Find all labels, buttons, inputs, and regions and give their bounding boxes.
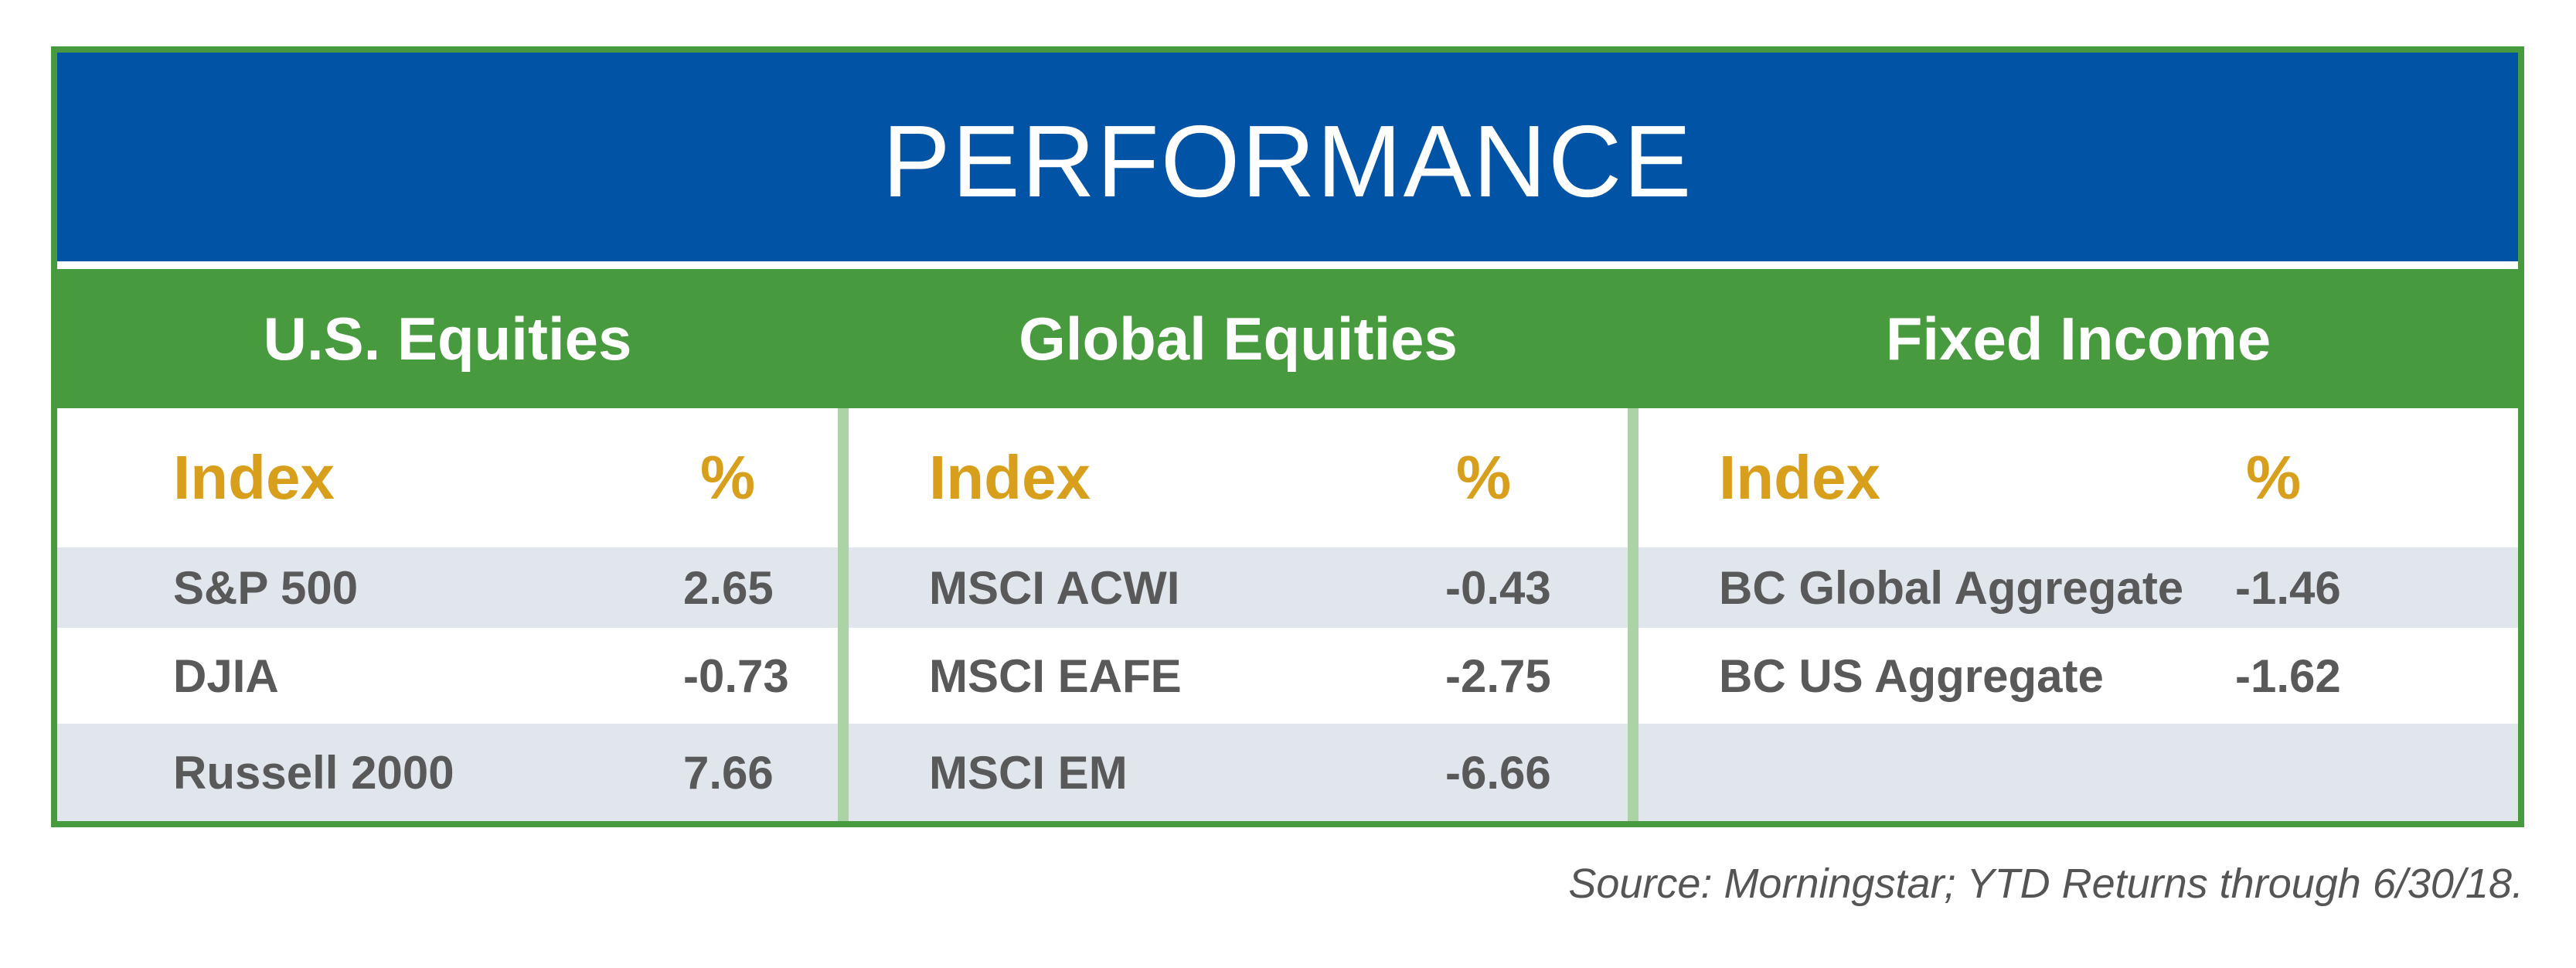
source-note: Source: Morningstar; YTD Returns through… (1568, 861, 2523, 907)
index-return: -0.43 (1445, 561, 1551, 614)
column-header-row: Index % (57, 408, 838, 547)
column-divider (838, 408, 849, 821)
section-header-bar: U.S. Equities Global Equities Fixed Inco… (57, 269, 2518, 408)
index-header: Index (1719, 443, 1880, 512)
index-name: BC Global Aggregate (1719, 561, 2184, 614)
table-row: S&P 500 2.65 (57, 547, 838, 628)
section-heading-us-equities: U.S. Equities (263, 304, 632, 373)
title-bar: PERFORMANCE (57, 53, 2518, 269)
table-row: Russell 2000 7.66 (57, 724, 838, 821)
index-return: -1.46 (2235, 561, 2341, 614)
index-return: 2.65 (683, 561, 774, 614)
percent-header: % (2246, 443, 2302, 512)
index-name: S&P 500 (173, 561, 359, 614)
table-row: DJIA -0.73 (57, 628, 838, 724)
column-header-row: Index % (849, 408, 1628, 547)
column-header-row: Index % (1638, 408, 2518, 547)
index-return: -6.66 (1445, 746, 1551, 799)
index-return: -2.75 (1445, 649, 1551, 702)
index-name: Russell 2000 (173, 746, 454, 799)
section-heading-global-equities: Global Equities (1019, 304, 1458, 373)
table-row: BC Global Aggregate -1.46 (1638, 547, 2518, 628)
column-global-equities: Index % MSCI ACWI -0.43 MSCI EAFE -2.75 … (849, 408, 1628, 821)
index-name: MSCI EM (929, 746, 1128, 799)
performance-table: PERFORMANCE U.S. Equities Global Equitie… (51, 46, 2524, 827)
table-body: Index % S&P 500 2.65 DJIA -0.73 Russell … (57, 408, 2518, 821)
table-row: MSCI EAFE -2.75 (849, 628, 1628, 724)
index-header: Index (173, 443, 335, 512)
table-row (1638, 724, 2518, 821)
index-name: DJIA (173, 649, 279, 702)
index-return: 7.66 (683, 746, 774, 799)
table-row: MSCI ACWI -0.43 (849, 547, 1628, 628)
table-row: MSCI EM -6.66 (849, 724, 1628, 821)
section-heading-fixed-income: Fixed Income (1885, 304, 2271, 373)
page-title: PERFORMANCE (882, 104, 1693, 218)
percent-header: % (700, 443, 756, 512)
column-fixed-income: Index % BC Global Aggregate -1.46 BC US … (1638, 408, 2518, 821)
index-header: Index (929, 443, 1091, 512)
index-return: -0.73 (683, 649, 789, 702)
column-us-equities: Index % S&P 500 2.65 DJIA -0.73 Russell … (57, 408, 838, 821)
index-name: BC US Aggregate (1719, 649, 2104, 702)
table-row: BC US Aggregate -1.62 (1638, 628, 2518, 724)
index-name: MSCI ACWI (929, 561, 1180, 614)
percent-header: % (1456, 443, 1512, 512)
index-name: MSCI EAFE (929, 649, 1182, 702)
index-return: -1.62 (2235, 649, 2341, 702)
column-divider (1628, 408, 1638, 821)
